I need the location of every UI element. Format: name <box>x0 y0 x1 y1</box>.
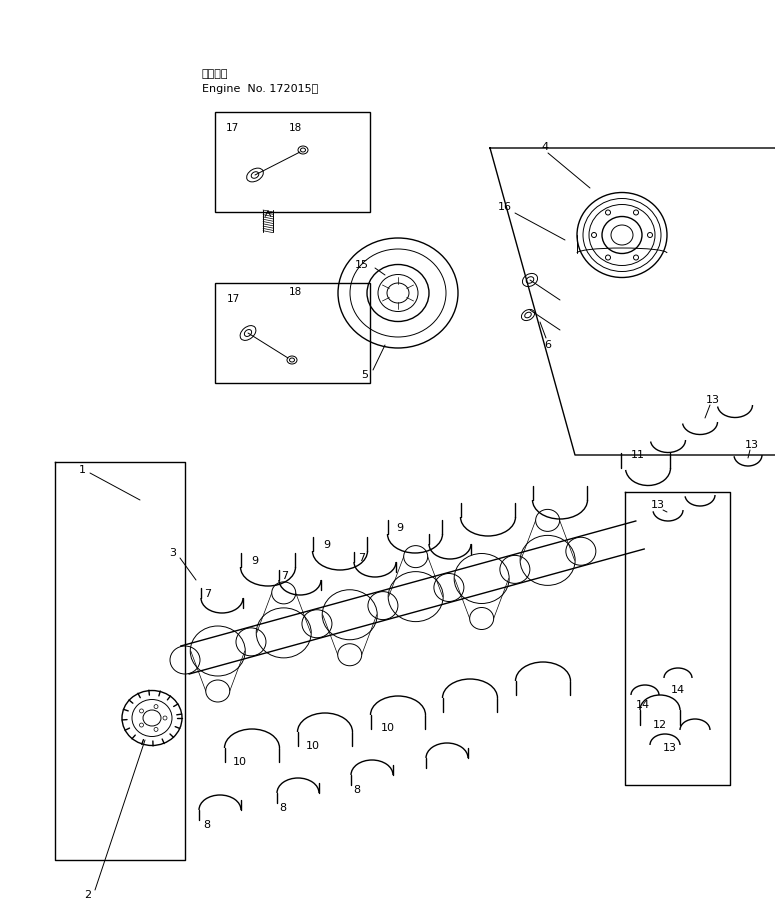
Text: 13: 13 <box>706 395 720 405</box>
Bar <box>215 283 370 383</box>
Text: 10: 10 <box>306 741 320 751</box>
Text: 8: 8 <box>353 785 360 795</box>
Text: 13: 13 <box>745 440 759 450</box>
Text: 8: 8 <box>280 803 287 813</box>
Text: 17: 17 <box>226 294 239 304</box>
Bar <box>215 112 370 212</box>
Text: 4: 4 <box>542 142 549 152</box>
Text: 7: 7 <box>281 571 288 581</box>
Text: 13: 13 <box>651 500 665 510</box>
Text: 10: 10 <box>381 723 395 733</box>
Text: 7: 7 <box>205 589 212 599</box>
Text: 5: 5 <box>361 370 368 380</box>
Text: 18: 18 <box>288 287 301 297</box>
Text: 11: 11 <box>631 450 645 460</box>
Text: 13: 13 <box>663 743 677 753</box>
Text: 6: 6 <box>545 340 552 350</box>
Text: 適用号機: 適用号機 <box>202 69 229 79</box>
Text: 17: 17 <box>226 123 239 133</box>
Text: 14: 14 <box>636 700 650 710</box>
Text: 18: 18 <box>288 123 301 133</box>
Text: 7: 7 <box>358 553 366 563</box>
Text: 3: 3 <box>170 548 177 558</box>
Text: 9: 9 <box>323 540 331 550</box>
Text: 9: 9 <box>397 523 404 533</box>
Text: 15: 15 <box>355 260 369 270</box>
Text: 8: 8 <box>203 820 211 830</box>
Text: 16: 16 <box>498 202 512 212</box>
Text: 9: 9 <box>251 556 259 566</box>
Text: 2: 2 <box>84 890 91 900</box>
Text: 14: 14 <box>671 685 685 695</box>
Text: Engine  No. 172015～: Engine No. 172015～ <box>202 84 319 94</box>
Text: 10: 10 <box>233 757 247 767</box>
Text: 12: 12 <box>653 720 667 730</box>
Text: 1: 1 <box>78 465 85 475</box>
